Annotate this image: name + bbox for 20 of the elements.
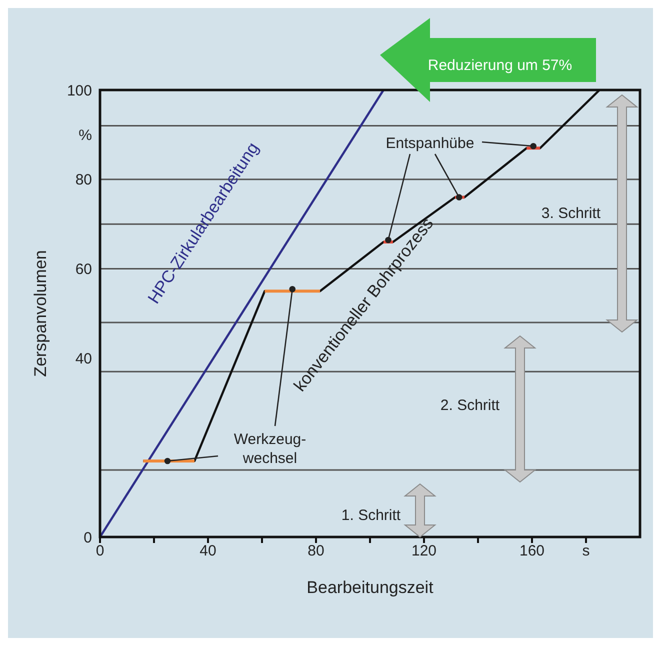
y-axis-title: Zerspanvolumen [31,250,50,377]
x-tick-label: 120 [411,542,437,560]
x-tick-label: 80 [308,542,324,560]
y-tick-label: 40 [75,350,92,368]
annotation: 3. Schritt [541,205,602,222]
x-tick-label: s [582,542,590,560]
text: Reduzierung um 57% [428,57,572,74]
annotation: 2. Schritt [440,397,500,414]
y-tick-label: 80 [75,172,92,189]
x-tick-label: 0 [96,542,104,560]
annotation: 1. Schritt [341,507,402,524]
y-tick-label: 0 [84,529,92,546]
y-tick-label: 100 [66,82,92,100]
x-tick-label: 160 [519,542,545,560]
x-tick-label: 40 [200,542,216,560]
y-tick-label: % [78,127,92,144]
annotation: Werkzeug- wechsel [234,431,306,467]
y-tick-label: 60 [75,261,92,278]
x-axis-title: Bearbeitungszeit [306,578,434,597]
annotation: Entspanhübe [386,135,474,152]
